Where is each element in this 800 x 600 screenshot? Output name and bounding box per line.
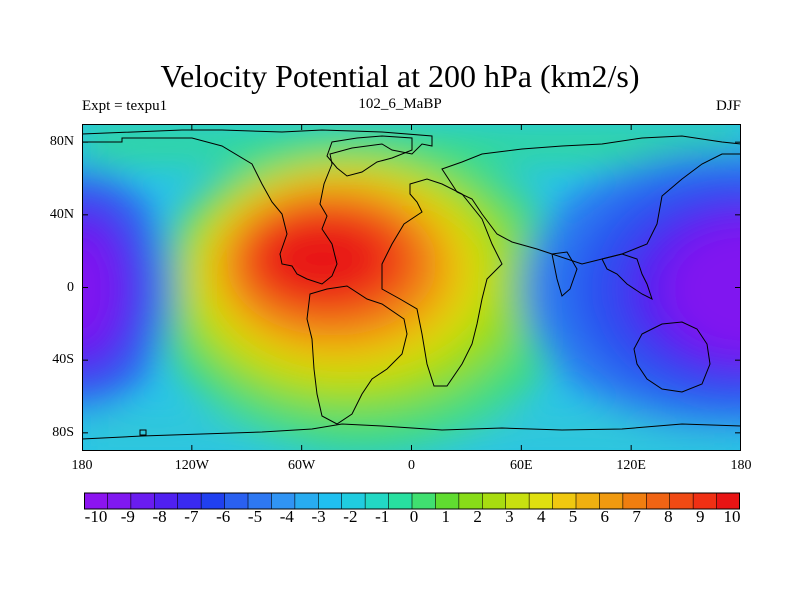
season-label: DJF bbox=[715, 98, 741, 114]
colorbar-swatch bbox=[341, 493, 366, 509]
velocity-potential-field bbox=[82, 124, 741, 451]
colorbar bbox=[84, 492, 740, 510]
colorbar-label: 2 bbox=[473, 507, 482, 526]
colorbar-swatch bbox=[552, 493, 577, 509]
colorbar-swatch bbox=[177, 493, 202, 509]
case-label: 102_6_MaBP bbox=[358, 96, 442, 112]
y-tick-label: 80S bbox=[52, 424, 74, 440]
x-tick-label: 120E bbox=[616, 458, 646, 473]
colorbar-swatch bbox=[388, 493, 413, 509]
colorbar-swatch bbox=[271, 493, 296, 509]
colorbar-swatch bbox=[365, 493, 389, 509]
colorbar-label: 8 bbox=[664, 507, 673, 526]
colorbar-label: -7 bbox=[184, 507, 199, 526]
colorbar-label: -4 bbox=[279, 507, 294, 526]
colorbar-label: -9 bbox=[120, 507, 135, 526]
colorbar-label: 7 bbox=[632, 507, 641, 526]
neg-left-3 bbox=[82, 229, 117, 349]
colorbar-label: -3 bbox=[311, 507, 326, 526]
coastlines bbox=[82, 129, 741, 440]
colorbar-label: -2 bbox=[343, 507, 358, 526]
x-tick-label: 60W bbox=[288, 458, 316, 473]
x-tick-label: 60E bbox=[510, 458, 533, 473]
colorbar-label: -8 bbox=[152, 507, 167, 526]
colorbar-swatch bbox=[248, 493, 272, 509]
coastline-australia bbox=[633, 321, 711, 393]
coastline-antarctica bbox=[82, 423, 741, 440]
colorbar-swatch bbox=[716, 493, 740, 509]
x-tick-label: 120W bbox=[174, 458, 209, 473]
y-tick-label: 80N bbox=[49, 134, 74, 150]
colorbar-label: -10 bbox=[84, 507, 108, 526]
colorbar-swatch bbox=[84, 493, 108, 509]
colorbar-label: 0 bbox=[409, 507, 419, 526]
colorbar-swatch bbox=[318, 493, 343, 509]
plot-title: Velocity Potential at 200 hPa (km2/s) bbox=[160, 58, 640, 94]
x-tick-label: 0 bbox=[408, 458, 415, 473]
colorbar-label: 5 bbox=[568, 507, 578, 526]
colorbar-swatch bbox=[412, 493, 436, 509]
colorbar-label: 6 bbox=[600, 507, 610, 526]
colorbar-swatch bbox=[482, 493, 507, 509]
colorbar-swatch bbox=[435, 493, 460, 509]
colorbar-swatch bbox=[622, 493, 647, 509]
map-ticks bbox=[82, 124, 741, 451]
colorbar-label: 4 bbox=[536, 507, 546, 526]
colorbar-swatch bbox=[294, 493, 319, 509]
colorbar-swatch bbox=[529, 493, 553, 509]
colorbar-swatch bbox=[224, 493, 249, 509]
colorbar-label: 3 bbox=[505, 507, 514, 526]
colorbar-swatch bbox=[669, 493, 694, 509]
colorbar-swatch bbox=[693, 493, 717, 509]
coastline-india bbox=[551, 251, 578, 297]
colorbar-swatch bbox=[458, 493, 483, 509]
colorbar-label: 9 bbox=[695, 507, 705, 526]
colorbar-swatch bbox=[154, 493, 179, 509]
colorbar-swatch bbox=[599, 493, 624, 509]
colorbar-swatch bbox=[201, 493, 225, 509]
colorbar-label: -5 bbox=[247, 507, 263, 526]
colorbar-swatch bbox=[505, 493, 530, 509]
x-tick-label: 180 bbox=[730, 458, 752, 473]
colorbar-label: -6 bbox=[216, 507, 231, 526]
colorbar-swatch bbox=[646, 493, 671, 509]
colorbar-label: 10 bbox=[723, 507, 741, 526]
field-ring-7 bbox=[262, 221, 382, 297]
coastline-north-america bbox=[82, 129, 433, 285]
colorbar-swatch bbox=[107, 493, 132, 509]
coastline-eurasia bbox=[441, 135, 741, 265]
y-tick-label: 0 bbox=[67, 279, 74, 295]
coastline-greenland bbox=[326, 135, 413, 177]
y-tick-label: 40N bbox=[49, 206, 74, 222]
colorbar-label: 1 bbox=[441, 507, 451, 526]
x-tick-label: 180 bbox=[71, 458, 93, 473]
neg-ring-4 bbox=[662, 219, 741, 359]
coastline-south-america bbox=[306, 285, 408, 425]
colorbar-swatch bbox=[576, 493, 600, 509]
y-tick-label: 40S bbox=[52, 352, 74, 368]
colorbar-label: -1 bbox=[375, 507, 390, 526]
map-plot bbox=[82, 124, 741, 451]
coastline-southeast-asia bbox=[601, 253, 653, 300]
colorbar-swatch bbox=[130, 493, 155, 509]
experiment-label: Expt = texpu1 bbox=[82, 98, 168, 114]
colorbar-frame bbox=[84, 492, 740, 510]
coastline-africa bbox=[381, 178, 503, 387]
